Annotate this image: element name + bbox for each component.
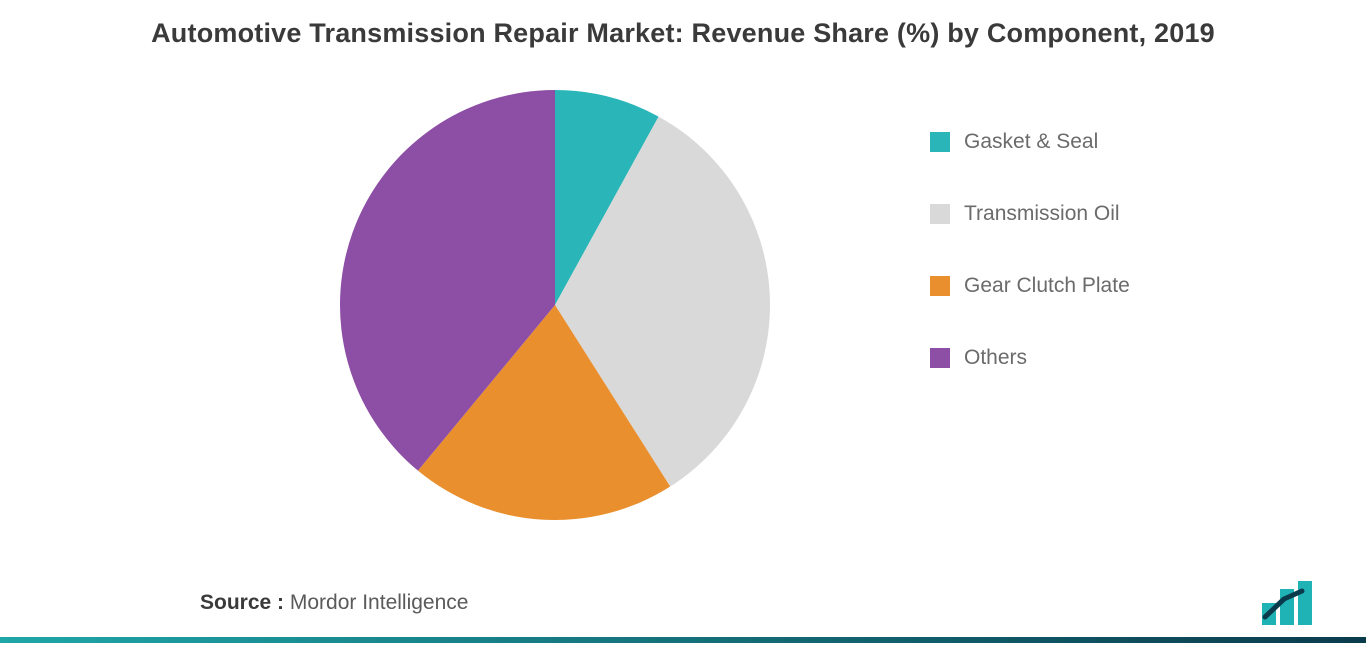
chart-area: Gasket & Seal Transmission Oil Gear Clutch… [0,70,1366,570]
legend-swatch [930,276,950,296]
pie-chart [340,90,770,525]
mordor-logo-icon [1262,581,1332,625]
legend-label: Transmission Oil [964,202,1120,226]
legend-swatch [930,204,950,224]
legend-item: Gear Clutch Plate [930,274,1130,298]
legend-label: Gear Clutch Plate [964,274,1130,298]
legend-item: Others [930,346,1130,370]
source-text: Mordor Intelligence [290,591,469,614]
source-line: Source : Mordor Intelligence [200,591,468,615]
chart-title: Automotive Transmission Repair Market: R… [0,0,1366,49]
legend-swatch [930,132,950,152]
footer-gradient-rule [0,637,1366,643]
legend-item: Transmission Oil [930,202,1130,226]
source-label: Source : [200,591,284,614]
legend: Gasket & Seal Transmission Oil Gear Clutch… [930,130,1130,370]
legend-item: Gasket & Seal [930,130,1130,154]
legend-swatch [930,348,950,368]
legend-label: Gasket & Seal [964,130,1098,154]
legend-label: Others [964,346,1027,370]
